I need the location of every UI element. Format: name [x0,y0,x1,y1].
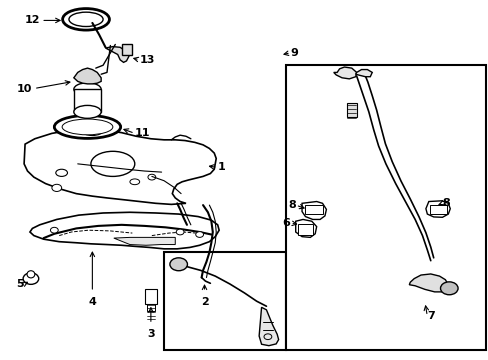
Ellipse shape [62,9,109,30]
Ellipse shape [148,174,156,180]
Polygon shape [114,237,175,245]
Ellipse shape [169,258,187,271]
Ellipse shape [52,184,61,192]
Ellipse shape [440,282,457,295]
Ellipse shape [69,12,103,27]
Bar [346,103,356,117]
Ellipse shape [91,151,135,176]
Polygon shape [425,201,449,217]
Text: 11: 11 [135,129,150,138]
Text: 2: 2 [200,297,208,307]
Ellipse shape [74,105,101,118]
Bar [74,89,101,112]
Ellipse shape [50,227,58,233]
Text: 13: 13 [140,55,155,65]
Text: 4: 4 [88,297,96,307]
Polygon shape [333,67,356,79]
Text: 12: 12 [24,15,40,26]
Text: 3: 3 [147,329,154,339]
Polygon shape [30,212,219,249]
Ellipse shape [54,116,121,138]
Text: 6: 6 [282,218,290,228]
Ellipse shape [62,119,113,135]
Text: 8: 8 [441,198,449,208]
Polygon shape [105,46,129,62]
Text: 7: 7 [427,311,434,321]
Polygon shape [408,274,447,292]
Text: 8: 8 [287,200,295,210]
Polygon shape [302,202,326,220]
Text: 5: 5 [17,279,24,289]
Ellipse shape [81,126,103,135]
Bar [147,304,155,311]
Ellipse shape [56,169,67,176]
Bar [163,252,285,350]
Ellipse shape [74,83,101,96]
Polygon shape [74,68,101,84]
Polygon shape [355,69,371,77]
Ellipse shape [176,229,183,235]
Ellipse shape [130,179,140,185]
Text: 1: 1 [217,162,225,172]
Bar [298,225,312,234]
Polygon shape [24,130,216,204]
Ellipse shape [195,231,203,237]
Ellipse shape [23,273,39,284]
Text: 10: 10 [17,84,32,94]
Bar [429,205,446,214]
Ellipse shape [27,271,35,278]
Polygon shape [259,307,278,346]
Bar [145,289,157,304]
Bar [285,65,485,350]
Text: 9: 9 [290,48,298,58]
Polygon shape [295,220,316,237]
Bar [305,205,322,214]
Bar [122,44,132,55]
